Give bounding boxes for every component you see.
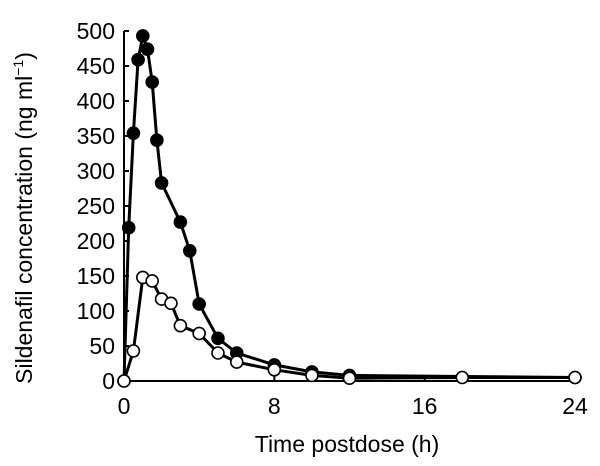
- x-tick-label: 24: [562, 393, 588, 419]
- x-ticks: 0 8 16 24: [118, 376, 588, 419]
- y-axis-title: Sildenafil concentration (ng ml−1): [10, 52, 37, 384]
- series-markers: [117, 29, 582, 388]
- open-series-line: [122, 275, 575, 382]
- y-tick-label: 500: [77, 18, 115, 44]
- y-tick-label: 50: [89, 333, 115, 359]
- y-tick-label: 0: [102, 368, 115, 394]
- filled-circle-marker: [140, 42, 155, 57]
- y-tick-label: 400: [77, 88, 115, 114]
- y-axis-title-main: Sildenafil concentration (ng ml: [11, 76, 37, 384]
- open-circle-marker: [229, 355, 244, 369]
- filled-circle-marker: [173, 215, 188, 229]
- filled-circle-marker: [150, 133, 164, 147]
- open-circle-marker: [192, 326, 206, 341]
- y-tick-label: 300: [77, 158, 115, 184]
- open-circle-marker: [305, 368, 319, 383]
- filled-circle-marker: [131, 52, 145, 67]
- y-tick-label: 250: [77, 193, 115, 219]
- y-tick-label: 150: [77, 263, 115, 289]
- x-tick-label: 8: [268, 393, 281, 419]
- x-axis-title: Time postdose (h): [255, 431, 440, 457]
- y-tick-label: 450: [77, 53, 115, 79]
- x-tick-label: 0: [118, 393, 131, 419]
- open-circle-marker: [342, 371, 357, 386]
- axes: 0 50 100 150 200 250 300 350 400 450 500 0 8 16 24: [77, 18, 588, 419]
- open-circle-marker: [568, 370, 582, 385]
- open-circle-marker: [145, 274, 159, 288]
- y-ticks: 0 50 100 150 200 250 300 350 400 450 500: [77, 18, 129, 394]
- filled-circle-marker: [145, 75, 159, 89]
- y-axis-title-close: ): [11, 52, 37, 60]
- filled-circle-marker: [135, 29, 150, 43]
- filled-circle-marker: [211, 331, 225, 346]
- open-circle-marker: [117, 374, 131, 388]
- y-tick-label: 100: [77, 298, 115, 324]
- open-circle-marker: [211, 346, 225, 360]
- x-tick-label: 16: [412, 393, 438, 419]
- filled-circle-marker: [154, 176, 169, 190]
- series-layer: [117, 29, 582, 388]
- y-axis-title-superscript: −1: [10, 60, 26, 76]
- y-tick-label: 350: [77, 123, 115, 149]
- open-circle-marker: [267, 362, 282, 377]
- open-circle-marker: [164, 296, 178, 311]
- open-circle-marker: [173, 318, 188, 333]
- filled-circle-marker: [182, 244, 197, 258]
- series-lines: [122, 34, 576, 382]
- open-circle-marker: [126, 344, 141, 358]
- y-tick-label: 200: [77, 228, 115, 254]
- open-circle-marker: [455, 370, 470, 385]
- filled-circle-marker: [192, 297, 206, 311]
- filled-circle-marker: [126, 126, 141, 140]
- filled-circle-marker: [121, 220, 136, 235]
